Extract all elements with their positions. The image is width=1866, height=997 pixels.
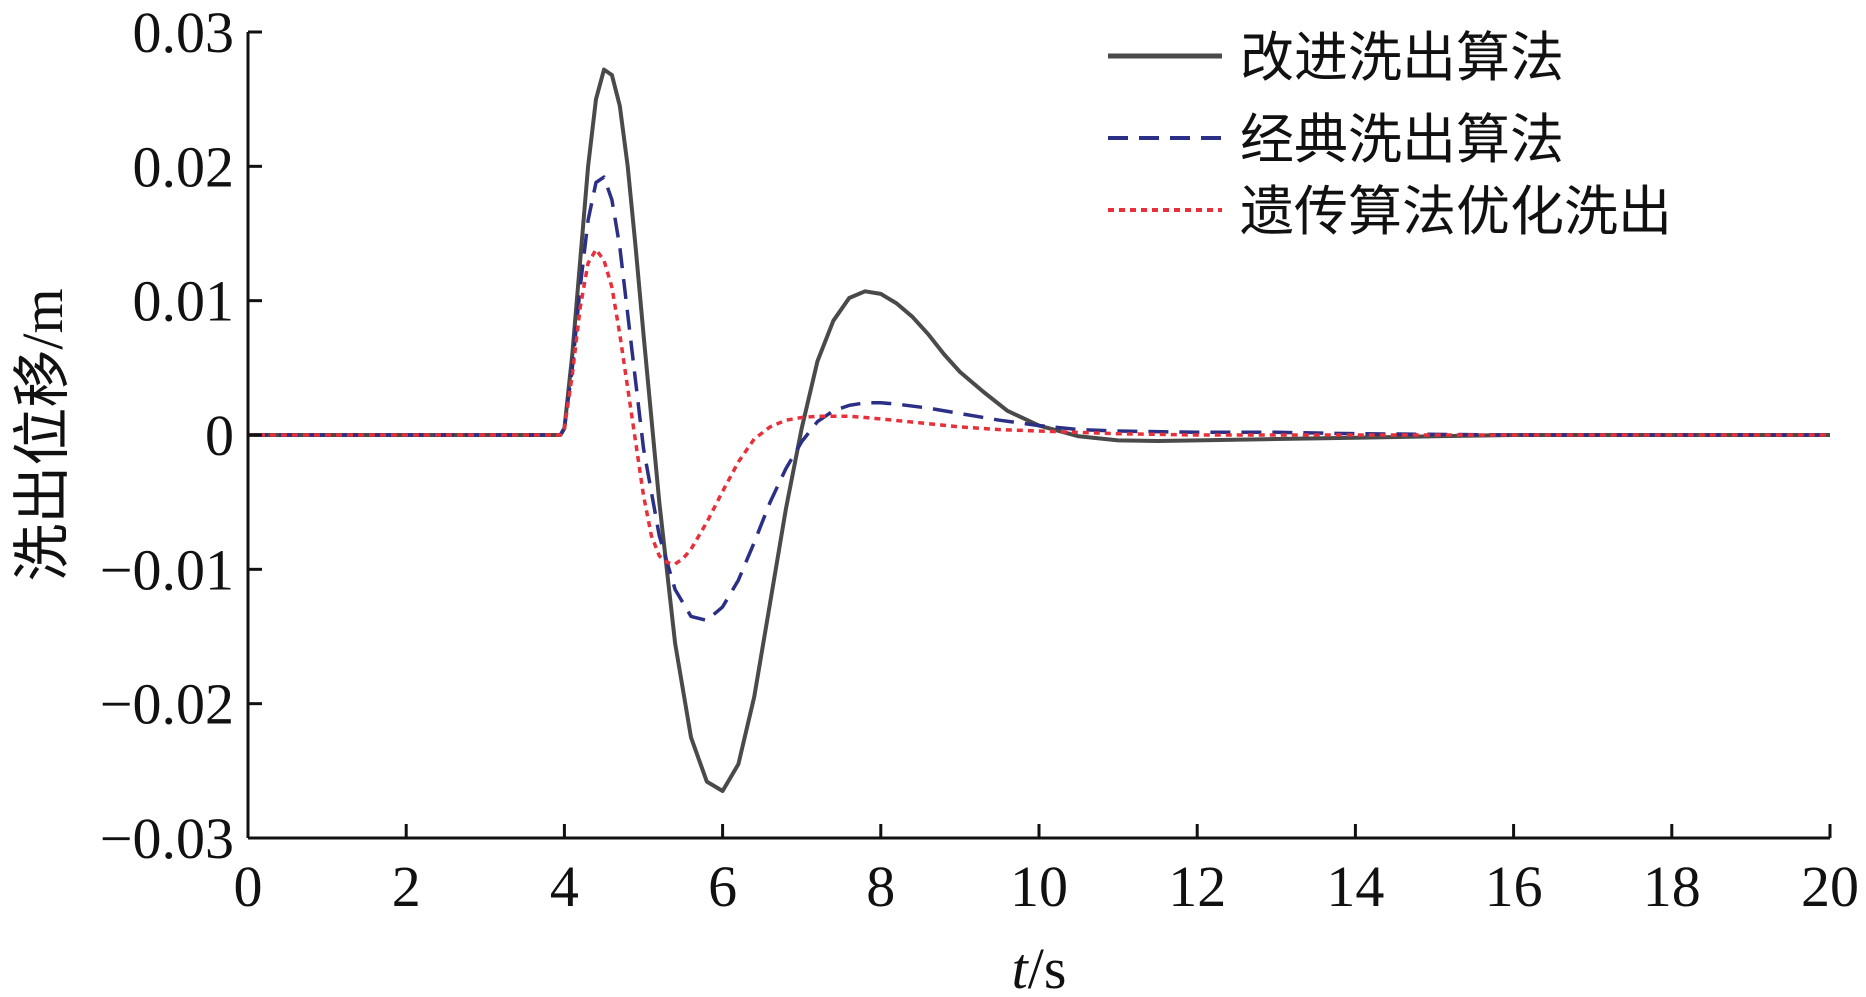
x-tick-label: 0 — [234, 854, 263, 919]
y-tick-label: −0.03 — [100, 806, 234, 871]
x-tick-label: 4 — [550, 854, 579, 919]
x-axis-label-italic: t — [1012, 936, 1030, 997]
ticks: 0 2 4 6 8 10 12 14 16 18 20 0.03 0.02 0.01 0 −0.01 −0.02… — [100, 0, 1859, 919]
series-line-1 — [248, 175, 1830, 623]
x-tick-label: 18 — [1643, 854, 1701, 919]
series-line-2 — [248, 247, 1830, 566]
x-tick-label: 10 — [1010, 854, 1068, 919]
x-tick-label: 6 — [708, 854, 737, 919]
y-tick-label: 0 — [205, 403, 234, 468]
x-axis-label: t/s — [1012, 936, 1067, 997]
x-tick-label: 12 — [1168, 854, 1226, 919]
x-tick-label: 8 — [866, 854, 895, 919]
x-tick-label: 14 — [1326, 854, 1384, 919]
y-tick-label: −0.01 — [100, 537, 234, 602]
x-tick-label: 16 — [1485, 854, 1543, 919]
series-line-0 — [248, 67, 1830, 793]
y-tick-label: 0.01 — [133, 269, 235, 334]
y-tick-label: −0.02 — [100, 672, 234, 737]
y-axis-label: 洗出位移/m — [10, 288, 75, 581]
x-tick-label: 2 — [392, 854, 421, 919]
series-layer — [248, 67, 1830, 793]
legend-label-genetic: 遗传算法优化洗出 — [1240, 180, 1672, 243]
x-axis-label-unit: /s — [1028, 936, 1067, 997]
legend: 改进洗出算法 经典洗出算法 遗传算法优化洗出 — [1108, 26, 1672, 243]
y-tick-label: 0.03 — [133, 0, 235, 65]
legend-label-classic: 经典洗出算法 — [1240, 108, 1564, 171]
x-tick-label: 20 — [1801, 854, 1859, 919]
legend-label-improved: 改进洗出算法 — [1240, 26, 1564, 89]
y-tick-label: 0.02 — [133, 134, 235, 199]
